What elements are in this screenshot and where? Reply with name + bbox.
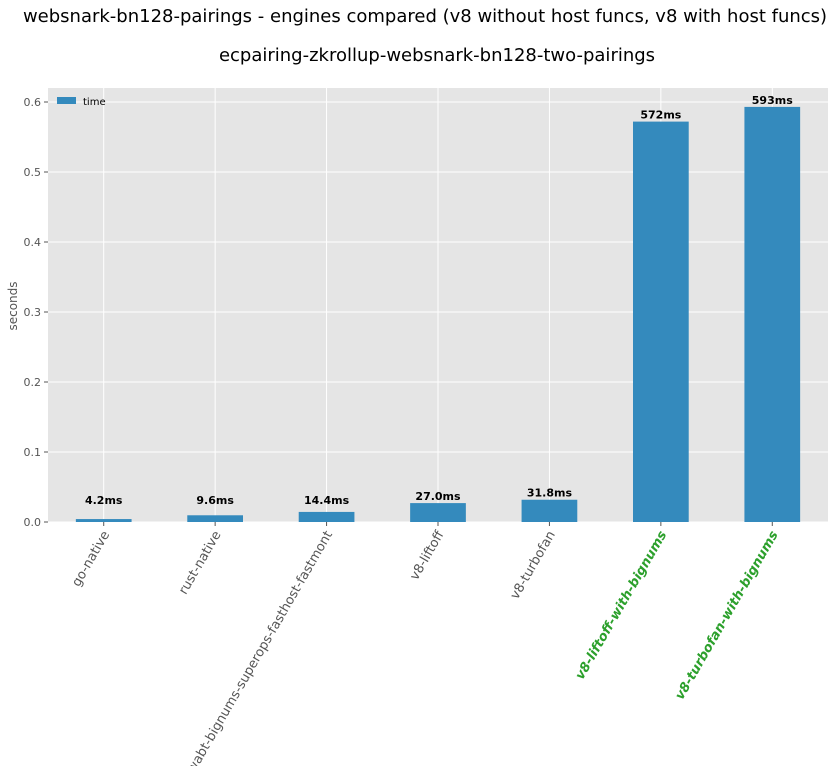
bars [75,106,801,523]
x-tick-label-v8-turbofan: v8-turbofan [508,529,559,603]
data-label-go-native: 4.2ms [85,494,123,507]
legend-swatch-time [57,97,76,104]
chart-title: websnark-bn128-pairings - engines compar… [23,6,827,27]
y-tick-label: 0.6 [24,96,42,109]
y-tick-label: 0.2 [24,376,42,389]
chart-subtitle: ecpairing-zkrollup-websnark-bn128-two-pa… [219,45,655,66]
data-label-v8-turbofan: 31.8ms [527,487,573,500]
legend: time [57,97,106,108]
bar-v8-turbofan [521,499,578,522]
x-axis-ticks: go-native rust-nativewabt-bignums-superop… [69,522,782,766]
bar-v8-turbofan-with-bignums [744,106,801,523]
bar-v8-liftoff-with-bignums [633,121,689,522]
data-label-rust-native: 9.6ms [196,494,234,507]
x-tick-label-v8-turbofan-with-bignums: v8-turbofan-with-bignums [673,528,782,702]
y-tick-label: 0.1 [24,446,42,459]
bar-wabt-bignums-superops-fasthost-fastmont [298,511,355,522]
bar-rust-native [187,515,243,522]
x-tick-label-v8-liftoff: v8-liftoff [407,528,448,583]
x-tick-label-v8-liftoff-with-bignums: v8-liftoff-with-bignums [573,528,671,682]
y-axis-label: seconds [6,281,20,330]
data-label-v8-turbofan-with-bignums: 593ms [752,94,793,107]
y-tick-label: 0.3 [24,306,42,319]
x-tick-label-rust-native: rust-native [176,529,224,598]
bar-go-native [75,519,132,522]
y-tick-label: 0.5 [24,166,42,179]
x-tick-label-go-native: go-native [69,529,113,590]
y-axis-ticks: 0.0 0.1 0.2 0.3 0.4 0.5 0.6 [24,96,48,529]
value-labels: 4.2ms 9.6ms 14.4ms 27.0ms 31.8ms 572ms 593ms [85,94,793,507]
grid [48,88,828,523]
data-label-v8-liftoff: 27.0ms [415,490,461,503]
legend-label-time: time [83,97,106,108]
bar-v8-liftoff [410,503,466,522]
data-label-wabt-bignums-superops-fasthost-fastmont: 14.4ms [304,494,350,507]
data-label-v8-liftoff-with-bignums: 572ms [640,109,681,122]
y-tick-label: 0.4 [24,236,42,249]
y-tick-label: 0.0 [24,516,42,529]
